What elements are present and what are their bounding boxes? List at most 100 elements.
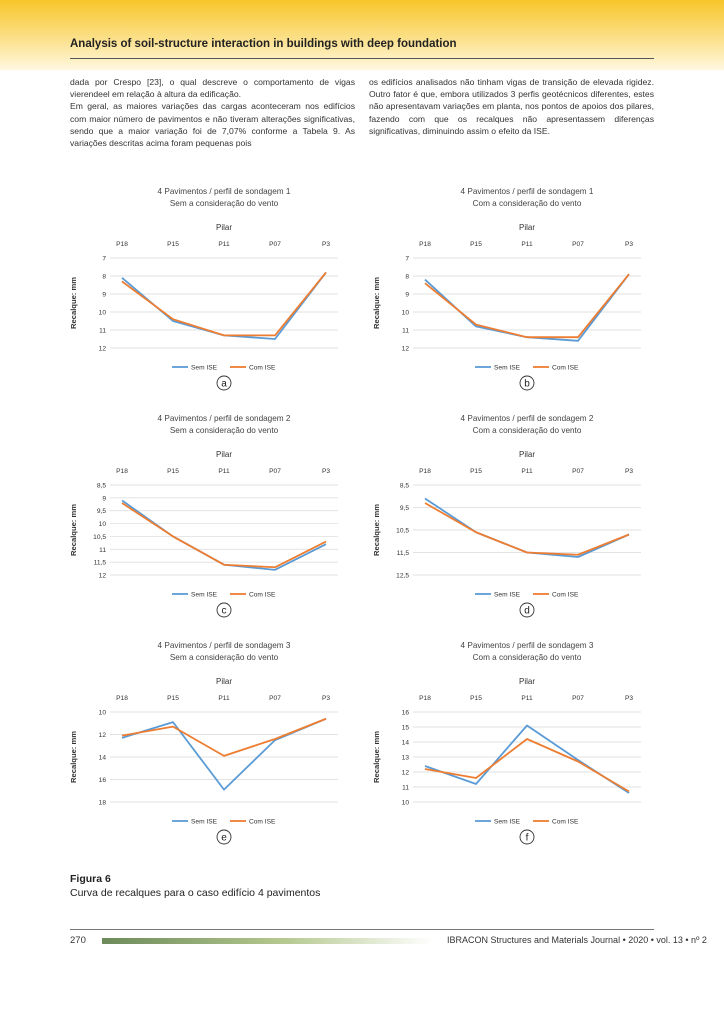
- chart-svg: 4 Pavimentos / perfil de sondagem 3 Sem a…: [69, 641, 338, 845]
- x-tick-label: P3: [322, 695, 330, 702]
- y-axis-label: Recalque: mm: [69, 277, 78, 329]
- y-tick-label: 12: [99, 732, 107, 739]
- figure-caption: Curva de recalques para o caso edifício …: [70, 887, 321, 899]
- y-axis-label: Recalque: mm: [372, 277, 381, 329]
- legend-label: Sem ISE: [191, 819, 218, 826]
- x-tick-label: P15: [470, 468, 482, 475]
- y-tick-label: 8,5: [97, 483, 106, 490]
- x-tick-label: P11: [218, 695, 230, 702]
- chart-b: 4 Pavimentos / perfil de sondagem 1 Com a…: [365, 180, 665, 391]
- chart-title: 4 Pavimentos / perfil de sondagem 1: [158, 187, 291, 196]
- panel-badge: [519, 602, 535, 618]
- y-tick-label: 7: [405, 256, 409, 263]
- legend-label: Com ISE: [249, 819, 276, 826]
- x-tick-label: P3: [322, 468, 330, 475]
- legend-label: Sem ISE: [494, 365, 521, 372]
- chart-subtitle: Sem a consideração do vento: [170, 653, 279, 662]
- x-axis-label: Pilar: [216, 677, 232, 686]
- x-tick-label: P18: [419, 468, 431, 475]
- body-column-left: dada por Crespo [23], o qual descreve o …: [70, 76, 355, 149]
- y-axis-label: Recalque: mm: [372, 731, 381, 783]
- chart-svg: 4 Pavimentos / perfil de sondagem 3 Com a…: [372, 641, 641, 845]
- y-axis-label: Recalque: mm: [69, 504, 78, 556]
- series-line-com-ise: [424, 502, 630, 556]
- y-tick-label: 7: [102, 256, 106, 263]
- paragraph: dada por Crespo [23], o qual descreve o …: [70, 77, 355, 100]
- chart-title: 4 Pavimentos / perfil de sondagem 2: [158, 414, 291, 423]
- y-tick-label: 12: [402, 770, 410, 777]
- x-tick-label: P07: [572, 241, 584, 248]
- y-tick-label: 10,5: [93, 534, 106, 541]
- y-tick-label: 14: [99, 755, 107, 762]
- series-line-sem-ise: [424, 724, 630, 794]
- legend-label: Com ISE: [552, 365, 579, 372]
- paragraph: os edifícios analisados não tinham vigas…: [369, 77, 654, 136]
- y-tick-label: 11: [402, 328, 409, 335]
- y-tick-label: 10: [99, 710, 107, 717]
- x-tick-label: P15: [470, 695, 482, 702]
- footer-decorative-bar: [102, 938, 432, 944]
- y-tick-label: 9,5: [400, 505, 409, 512]
- y-tick-label: 16: [99, 777, 107, 784]
- x-tick-label: P18: [116, 695, 128, 702]
- x-tick-label: P15: [167, 241, 179, 248]
- chart-d: 4 Pavimentos / perfil de sondagem 2 Com a…: [365, 407, 665, 618]
- legend-label: Com ISE: [552, 592, 579, 599]
- panel-letter: b: [524, 379, 530, 390]
- x-tick-label: P15: [167, 468, 179, 475]
- chart-c: 4 Pavimentos / perfil de sondagem 2 Sem a…: [62, 407, 362, 618]
- y-tick-label: 15: [402, 725, 410, 732]
- legend-label: Com ISE: [249, 592, 276, 599]
- chart-subtitle: Sem a consideração do vento: [170, 199, 279, 208]
- legend-label: Com ISE: [249, 365, 276, 372]
- x-axis-label: Pilar: [519, 677, 535, 686]
- y-tick-label: 14: [402, 740, 410, 747]
- y-tick-label: 10: [402, 800, 410, 807]
- y-axis-label: Recalque: mm: [69, 731, 78, 783]
- x-tick-label: P07: [572, 468, 584, 475]
- x-tick-label: P15: [167, 695, 179, 702]
- y-tick-label: 13: [402, 755, 410, 762]
- x-tick-label: P18: [419, 241, 431, 248]
- x-axis-label: Pilar: [216, 223, 232, 232]
- chart-svg: 4 Pavimentos / perfil de sondagem 1 Com a…: [372, 187, 641, 391]
- y-tick-label: 9,5: [97, 508, 106, 515]
- x-tick-label: P11: [521, 241, 533, 248]
- series-line-com-ise: [424, 273, 630, 339]
- legend-label: Sem ISE: [191, 592, 218, 599]
- y-tick-label: 16: [402, 710, 410, 717]
- panel-badge: [519, 375, 535, 391]
- x-tick-label: P11: [218, 241, 230, 248]
- series-line-com-ise: [121, 271, 327, 337]
- y-tick-label: 9: [405, 292, 409, 299]
- y-tick-label: 11: [99, 547, 106, 554]
- header-band: [0, 0, 724, 70]
- x-tick-label: P07: [269, 468, 281, 475]
- panel-badge: [216, 602, 232, 618]
- y-tick-label: 10: [402, 310, 410, 317]
- panel-badge: [216, 829, 232, 845]
- chart-title: 4 Pavimentos / perfil de sondagem 2: [461, 414, 594, 423]
- panel-badge: [216, 375, 232, 391]
- x-tick-label: P07: [269, 241, 281, 248]
- legend-label: Sem ISE: [191, 365, 218, 372]
- y-tick-label: 9: [102, 495, 106, 502]
- y-tick-label: 12: [402, 346, 410, 353]
- panel-letter: f: [526, 833, 529, 844]
- x-tick-label: P3: [625, 695, 633, 702]
- y-tick-label: 12,5: [396, 573, 409, 580]
- legend-label: Sem ISE: [494, 819, 521, 826]
- y-tick-label: 11,5: [94, 560, 107, 567]
- y-tick-label: 9: [102, 292, 106, 299]
- journal-title: Analysis of soil-structure interaction i…: [70, 38, 457, 50]
- y-tick-label: 18: [99, 800, 107, 807]
- x-axis-label: Pilar: [519, 223, 535, 232]
- x-axis-label: Pilar: [216, 450, 232, 459]
- panel-letter: c: [222, 606, 227, 617]
- y-tick-label: 10: [99, 521, 107, 528]
- x-tick-label: P3: [625, 241, 633, 248]
- x-tick-label: P15: [470, 241, 482, 248]
- footer-divider: [70, 929, 654, 930]
- figure-label: Figura 6: [70, 873, 111, 885]
- x-tick-label: P11: [218, 468, 230, 475]
